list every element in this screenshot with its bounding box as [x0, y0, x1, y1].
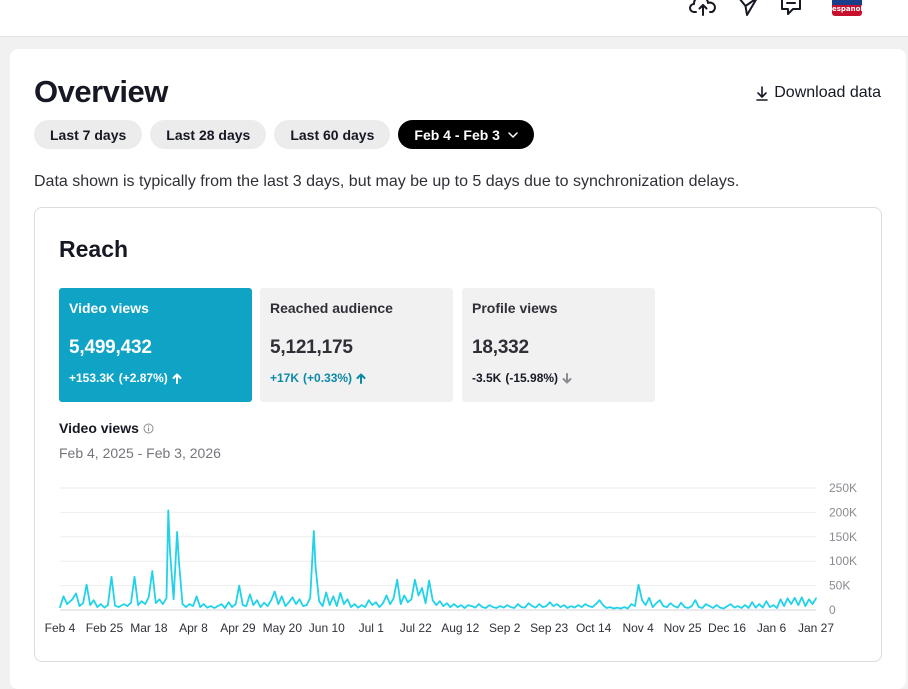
arrow-down-icon: [562, 372, 572, 383]
x-tick-label: Dec 16: [708, 621, 746, 635]
metric-value: 18,332: [472, 337, 529, 358]
metric-change-amount: -3.5K: [472, 371, 502, 385]
x-tick-label: Sep 2: [489, 621, 521, 635]
x-tick-label: Jan 27: [798, 621, 834, 635]
metric-video-views[interactable]: Video views 5,499,432 +153.3K (+2.87%): [59, 288, 252, 402]
chevron-down-icon: [508, 131, 518, 138]
y-tick-label: 150K: [829, 530, 857, 544]
x-tick-label: Mar 18: [130, 621, 168, 635]
chart-title: Video views: [59, 420, 154, 436]
comment-icon[interactable]: [777, 0, 805, 18]
upload-icon[interactable]: [689, 0, 717, 18]
custom-range-label: Feb 4 - Feb 3: [414, 126, 500, 143]
metric-label: Reached audience: [270, 300, 393, 316]
reach-section: Reach Video views 5,499,432 +153.3K (+2.…: [34, 207, 882, 662]
metric-change-pct: (+2.87%): [118, 371, 168, 385]
x-tick-label: Jul 22: [400, 621, 432, 635]
sync-delay-note: Data shown is typically from the last 3 …: [34, 173, 740, 190]
metric-reached-audience[interactable]: Reached audience 5,121,175 +17K (+0.33%): [260, 288, 453, 402]
arrow-up-icon: [172, 373, 182, 384]
custom-range-dropdown[interactable]: Feb 4 - Feb 3: [398, 120, 534, 149]
date-range-tabs: Last 7 days Last 28 days Last 60 days Fe…: [34, 120, 534, 149]
x-tick-label: Jan 6: [757, 621, 787, 635]
video-views-line-chart: 0 50K 100K 150K 200K 250K Feb 4 Feb 25 Mar 18 Apr…: [45, 481, 857, 635]
metric-profile-views[interactable]: Profile views 18,332 -3.5K (-15.98%): [462, 288, 655, 402]
metric-change-amount: +17K: [270, 371, 300, 385]
info-icon[interactable]: [143, 423, 154, 434]
metric-change: +17K (+0.33%): [270, 371, 443, 385]
metric-change: -3.5K (-15.98%): [472, 371, 645, 385]
x-tick-label: Sep 23: [530, 621, 568, 635]
x-tick-label: Aug 12: [441, 621, 479, 635]
metric-change-pct: (+0.33%): [303, 371, 353, 385]
chart-title-label: Video views: [59, 420, 139, 436]
y-tick-label: 50K: [829, 579, 850, 593]
tab-last-28-days[interactable]: Last 28 days: [150, 120, 267, 149]
arrow-up-icon: [356, 373, 366, 384]
series-line: [59, 509, 817, 610]
x-tick-label: Jun 10: [309, 621, 345, 635]
avatar[interactable]: espanol: [832, 0, 862, 16]
metric-label: Video views: [69, 300, 149, 316]
x-tick-label: Jul 1: [359, 621, 385, 635]
y-tick-label: 0: [829, 603, 836, 617]
x-tick-label: Nov 4: [622, 621, 654, 635]
x-tick-label: May 20: [263, 621, 303, 635]
metric-change-pct: (-15.98%): [505, 371, 559, 385]
metric-value: 5,121,175: [270, 337, 353, 358]
x-tick-label: Feb 25: [86, 621, 124, 635]
y-tick-label: 200K: [829, 505, 857, 519]
x-tick-label: Feb 4: [45, 621, 76, 635]
download-data-label: Download data: [774, 84, 881, 101]
page-title: Overview: [34, 74, 168, 109]
send-icon[interactable]: [734, 0, 762, 18]
avatar-text: espanol: [832, 5, 862, 13]
x-tick-label: Oct 14: [576, 621, 612, 635]
tab-last-60-days[interactable]: Last 60 days: [274, 120, 391, 149]
download-icon: [756, 85, 769, 101]
chart-date-range: Feb 4, 2025 - Feb 3, 2026: [59, 445, 221, 461]
y-tick-label: 250K: [829, 481, 857, 495]
x-tick-label: Nov 25: [664, 621, 702, 635]
x-tick-label: Apr 29: [220, 621, 256, 635]
metric-change: +153.3K (+2.87%): [69, 371, 242, 385]
reach-title: Reach: [59, 236, 129, 262]
x-tick-label: Apr 8: [179, 621, 208, 635]
metric-change-amount: +153.3K: [69, 371, 115, 385]
top-bar: espanol: [0, 0, 908, 37]
metric-value: 5,499,432: [69, 337, 152, 358]
y-tick-label: 100K: [829, 554, 857, 568]
metric-label: Profile views: [472, 300, 558, 316]
tab-last-7-days[interactable]: Last 7 days: [34, 120, 143, 149]
download-data-button[interactable]: Download data: [755, 84, 881, 102]
